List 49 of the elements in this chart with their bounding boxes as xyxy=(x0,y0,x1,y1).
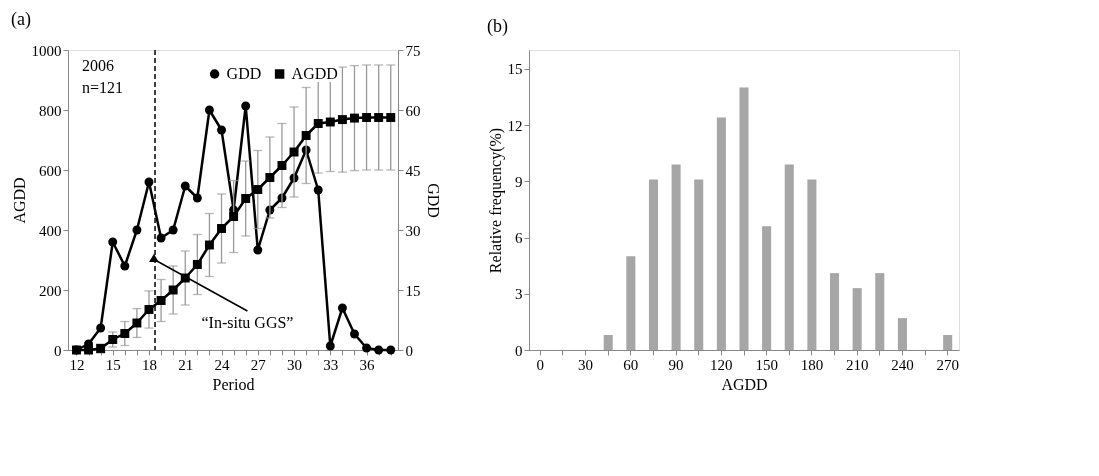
y2-tick-label: 0 xyxy=(405,342,413,359)
x-tick-label: 120 xyxy=(710,356,733,373)
y-tick-label: 6 xyxy=(515,230,523,246)
x-tick-label: 90 xyxy=(668,356,684,373)
y-tick-label: 3 xyxy=(515,286,523,303)
x-tick-label: 27 xyxy=(250,356,267,373)
x-axis-title: Period xyxy=(212,375,255,393)
y-tick-label: 0 xyxy=(54,342,62,359)
y-axis-title: Relative frequency(%) xyxy=(486,127,505,274)
y-tick-label: 200 xyxy=(39,282,62,299)
y-tick-label: 400 xyxy=(39,222,62,239)
y-axis-title: AGDD xyxy=(10,177,28,224)
y2-tick-label: 30 xyxy=(405,222,421,239)
x-tick-label: 18 xyxy=(141,356,157,373)
x-tick-label: 36 xyxy=(359,356,376,373)
y2-axis-title: GDD xyxy=(424,183,442,218)
x-tick-label: 21 xyxy=(178,356,194,373)
annotation: 2006 xyxy=(82,57,114,74)
y2-tick-label: 75 xyxy=(405,42,421,59)
x-tick-label: 60 xyxy=(623,356,639,373)
y-tick-label: 9 xyxy=(515,173,523,190)
y-tick-label: 12 xyxy=(507,117,523,134)
x-tick-label: 240 xyxy=(891,356,914,373)
legend-label: GDD xyxy=(226,65,262,82)
x-tick-label: 150 xyxy=(755,356,778,373)
annotation: n=121 xyxy=(82,79,124,96)
y-tick-label: 15 xyxy=(507,61,523,78)
x-tick-label: 15 xyxy=(105,356,121,373)
y-tick-label: 800 xyxy=(39,102,62,119)
x-tick-label: 33 xyxy=(323,356,339,373)
x-tick-label: 12 xyxy=(69,356,85,373)
y-tick-label: 0 xyxy=(515,342,523,359)
y2-tick-label: 45 xyxy=(405,162,421,179)
y2-tick-label: 60 xyxy=(405,102,421,119)
x-tick-label: 24 xyxy=(214,356,231,373)
y2-tick-label: 15 xyxy=(405,282,421,299)
x-tick-label: 30 xyxy=(578,356,594,373)
x-axis-title: AGDD xyxy=(721,375,768,393)
y-tick-label: 600 xyxy=(39,162,62,179)
x-tick-label: 210 xyxy=(845,356,869,373)
x-tick-label: 270 xyxy=(936,356,959,373)
x-tick-label: 0 xyxy=(536,356,545,373)
annotation: “In-situ GGS” xyxy=(201,314,294,331)
x-tick-label: 180 xyxy=(800,356,824,373)
chart-title: (a) xyxy=(11,9,31,30)
legend-label: AGDD xyxy=(291,65,338,82)
chart-title: (b) xyxy=(487,16,508,37)
y-tick-label: 1000 xyxy=(31,42,62,59)
x-tick-label: 30 xyxy=(287,356,303,373)
